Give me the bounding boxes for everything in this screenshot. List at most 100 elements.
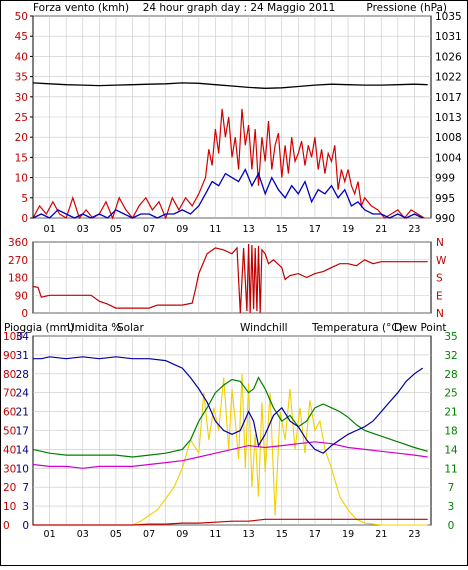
pressione-hpa-line — [32, 82, 428, 89]
rain-tick-label: 0 — [3, 520, 10, 532]
wind-tick-label: 20 — [15, 132, 28, 144]
wind-tick-label: 25 — [15, 112, 28, 124]
x-tick-label: 05 — [110, 224, 122, 235]
pressure-tick-label: 1035 — [435, 11, 462, 23]
windchill-label: Windchill — [240, 322, 288, 334]
x-tick-label: 09 — [176, 224, 188, 235]
x-tick-label: 07 — [143, 529, 155, 540]
direction-tick-label: 360 — [8, 237, 28, 249]
wind-axis-title: Forza vento (kmh) — [33, 2, 129, 14]
wind-tick-label: 45 — [15, 31, 28, 43]
compass-tick-label: N — [436, 308, 444, 320]
direction-tick-label: 0 — [21, 308, 28, 320]
humidity-tick-label: 7 — [22, 482, 29, 494]
x-tick-label: 01 — [44, 529, 56, 540]
pressure-tick-label: 1008 — [435, 132, 462, 144]
pressure-tick-label: 1031 — [435, 31, 462, 43]
panel-1 — [32, 15, 432, 219]
wind-tick-label: 10 — [15, 173, 28, 185]
panel-2 — [32, 241, 432, 314]
vento-medio-line — [32, 167, 423, 219]
temp-tick-label: 14 — [444, 444, 458, 456]
rain-label: Pioggia (mm) — [4, 322, 74, 334]
solar-line — [33, 373, 428, 526]
temp-tick-label: 3 — [448, 501, 455, 513]
pressure-tick-label: 995 — [435, 193, 455, 205]
wind-tick-label: 15 — [15, 152, 28, 164]
pressure-tick-label: 990 — [435, 213, 455, 225]
x-tick-label: 03 — [77, 529, 89, 540]
temp-tick-label: 32 — [444, 350, 457, 362]
rain-tick-label: 30 — [3, 463, 16, 475]
temperatura-c-line — [32, 376, 428, 458]
compass-tick-label: N — [436, 237, 444, 249]
pressure-tick-label: 1013 — [435, 112, 462, 124]
x-tick-label: 21 — [375, 224, 387, 235]
wind-tick-label: 50 — [15, 11, 28, 23]
x-tick-label: 19 — [342, 224, 354, 235]
temp-tick-label: 21 — [444, 407, 457, 419]
panel-3 — [32, 335, 432, 526]
x-tick-label: 23 — [408, 224, 420, 235]
x-tick-label: 07 — [143, 224, 155, 235]
temperature-label: Temperatura (°C) — [311, 322, 403, 334]
humidity-label: Umidita % — [67, 322, 121, 334]
x-tick-label: 09 — [176, 529, 188, 540]
humidity-tick-label: 28 — [16, 369, 29, 381]
humidity-tick-label: 24 — [16, 388, 30, 400]
chart-title: 24 hour graph day : 24 Maggio 2011 — [143, 2, 336, 14]
pressure-tick-label: 1022 — [435, 72, 462, 84]
x-tick-label: 17 — [309, 529, 321, 540]
pressure-tick-label: 999 — [435, 173, 455, 185]
pressure-tick-label: 1026 — [435, 51, 462, 63]
wind-tick-label: 5 — [21, 193, 28, 205]
pressure-tick-label: 1004 — [435, 152, 462, 164]
x-tick-label: 11 — [209, 224, 221, 235]
temp-tick-label: 7 — [448, 482, 455, 494]
rain-tick-label: 80 — [3, 369, 16, 381]
humidity-tick-label: 14 — [16, 444, 30, 456]
x-tick-label: 13 — [243, 529, 255, 540]
umidita-line — [33, 356, 424, 454]
compass-tick-label: E — [436, 290, 443, 302]
x-tick-label: 11 — [209, 529, 221, 540]
direzione-vento-line — [32, 243, 428, 314]
humidity-tick-label: 0 — [22, 520, 29, 532]
x-tick-label: 19 — [342, 529, 354, 540]
wind-tick-label: 35 — [15, 72, 28, 84]
x-tick-label: 23 — [408, 529, 420, 540]
wind-tick-label: 0 — [21, 213, 28, 225]
dew-point-line — [32, 441, 428, 469]
temp-tick-label: 25 — [444, 388, 457, 400]
panels: 0510152025303540455099099599910041008101… — [3, 11, 462, 540]
rain-tick-label: 60 — [3, 407, 16, 419]
pressure-axis-title: Pressione (hPa) — [366, 2, 447, 14]
humidity-tick-label: 34 — [16, 331, 30, 343]
rain-tick-label: 70 — [3, 388, 16, 400]
wind-tick-label: 40 — [15, 51, 28, 63]
humidity-tick-label: 17 — [16, 426, 29, 438]
wind-tick-label: 30 — [15, 92, 28, 104]
dewpoint-label: Dew Point — [394, 322, 447, 334]
x-tick-label: 17 — [309, 224, 321, 235]
pressure-tick-label: 1017 — [435, 92, 462, 104]
temp-tick-label: 11 — [444, 463, 457, 475]
x-tick-label: 13 — [243, 224, 255, 235]
rain-tick-label: 40 — [3, 444, 16, 456]
temp-tick-label: 18 — [444, 426, 457, 438]
x-tick-label: 03 — [77, 224, 89, 235]
x-tick-label: 15 — [276, 224, 288, 235]
rain-tick-label: 20 — [3, 482, 16, 494]
direction-tick-label: 90 — [15, 290, 28, 302]
rain-tick-label: 10 — [3, 501, 16, 513]
humidity-tick-label: 3 — [22, 501, 29, 513]
compass-tick-label: S — [436, 273, 443, 285]
temp-tick-label: 28 — [444, 369, 457, 381]
humidity-tick-label: 21 — [16, 407, 29, 419]
pioggia-mm-line — [33, 518, 428, 526]
x-tick-label: 01 — [44, 224, 56, 235]
solar-label: Solar — [117, 322, 144, 334]
forza-vento-kmh-line — [32, 108, 425, 220]
